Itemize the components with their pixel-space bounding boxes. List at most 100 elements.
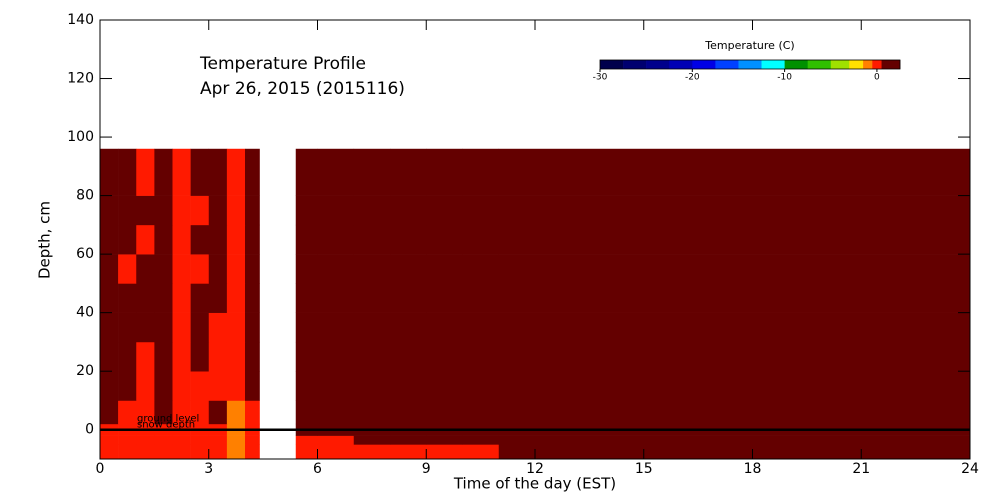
heatmap-cell: [190, 435, 210, 445]
heatmap-cell: [353, 283, 391, 313]
heatmap-cell: [317, 312, 355, 343]
heatmap-cell: [426, 148, 463, 196]
colorbar-tick-label: -10: [777, 73, 792, 83]
y-tick-label: 40: [76, 305, 94, 321]
heatmap-cell: [226, 435, 246, 445]
heatmap-cell: [208, 444, 228, 460]
heatmap-cell: [172, 400, 191, 425]
heatmap-cell: [426, 341, 463, 372]
heatmap-cell: [462, 444, 500, 460]
heatmap-cell: [462, 195, 500, 226]
y-tick-label: 80: [76, 188, 94, 204]
heatmap-cell: [353, 148, 391, 196]
heatmap-cell: [136, 195, 155, 226]
heatmap-cell: [295, 312, 318, 343]
heatmap-cell: [245, 195, 260, 226]
heatmap-cell: [172, 444, 191, 460]
heatmap-cell: [295, 435, 318, 445]
colorbar-swatch: [738, 60, 762, 69]
heatmap-cell: [190, 312, 210, 343]
chart-title: Temperature Profile: [199, 54, 366, 74]
heatmap-cell: [498, 195, 971, 226]
colorbar-swatch: [623, 60, 647, 69]
heatmap-cell: [136, 400, 155, 425]
heatmap-cell: [118, 444, 137, 460]
x-tick-label: 18: [744, 461, 762, 477]
heatmap-cell: [190, 148, 210, 196]
heatmap-cell: [462, 148, 500, 196]
heatmap-cell: [226, 371, 246, 401]
colorbar-swatch: [715, 60, 739, 69]
heatmap-cell: [154, 312, 173, 343]
colorbar-swatch: [761, 60, 785, 69]
chart-subtitle: Apr 26, 2015 (2015116): [200, 79, 405, 99]
colorbar-tick-label: 0: [874, 73, 880, 83]
heatmap-cell: [208, 435, 228, 445]
heatmap-cell: [353, 341, 391, 372]
heatmap-cell: [353, 312, 391, 343]
heatmap-cell: [390, 195, 427, 226]
heatmap-cell: [190, 341, 210, 372]
heatmap-cell: [154, 283, 173, 313]
heatmap-cell: [172, 435, 191, 445]
heatmap-cell: [154, 195, 173, 226]
colorbar-swatch: [807, 60, 832, 69]
heatmap-cell: [390, 312, 427, 343]
heatmap-cell: [390, 400, 427, 425]
heatmap-cell: [118, 148, 137, 196]
heatmap-cell: [353, 444, 391, 460]
heatmap-cell: [226, 400, 246, 425]
heatmap-cell: [136, 254, 155, 284]
heatmap-cell: [245, 312, 260, 343]
heatmap-cell: [190, 224, 210, 255]
heatmap-cell: [226, 254, 246, 284]
y-tick-label: 120: [67, 71, 94, 87]
heatmap-cell: [353, 400, 391, 425]
heatmap-cell: [498, 224, 971, 255]
heatmap-cell: [154, 224, 173, 255]
colorbar-swatch: [646, 60, 670, 69]
heatmap-cell: [190, 371, 210, 401]
heatmap-cell: [100, 435, 119, 445]
heatmap-cell: [390, 444, 427, 460]
heatmap-cell: [100, 371, 119, 401]
heatmap-cell: [226, 312, 246, 343]
heatmap-cell: [498, 400, 971, 425]
colorbar-swatch: [863, 60, 873, 69]
x-tick-label: 3: [204, 461, 213, 477]
heatmap-cell: [172, 224, 191, 255]
heatmap-cell: [462, 312, 500, 343]
heatmap-cell: [172, 148, 191, 196]
heatmap-cell: [295, 148, 318, 196]
heatmap-cell: [295, 254, 318, 284]
heatmap-cell: [118, 400, 137, 425]
heatmap-cell: [462, 283, 500, 313]
heatmap-cell: [208, 283, 228, 313]
x-axis-label: Time of the day (EST): [453, 475, 616, 493]
colorbar-swatch: [881, 60, 901, 69]
x-tick-label: 24: [961, 461, 979, 477]
heatmap-cell: [136, 312, 155, 343]
heatmap-cell: [317, 254, 355, 284]
heatmap-cell: [172, 371, 191, 401]
heatmap-cell: [462, 435, 500, 445]
y-tick-label: 20: [76, 363, 94, 379]
heatmap-cell: [172, 195, 191, 226]
heatmap-cell: [426, 371, 463, 401]
heatmap-cell: [426, 435, 463, 445]
heatmap-cell: [208, 312, 228, 343]
x-tick-label: 0: [96, 461, 105, 477]
heatmap-cell: [172, 341, 191, 372]
heatmap-cell: [245, 341, 260, 372]
heatmap-cell: [295, 371, 318, 401]
heatmap-cell: [154, 148, 173, 196]
x-tick-label: 12: [526, 461, 544, 477]
heatmap-cell: [498, 254, 971, 284]
heatmap-cell: [426, 312, 463, 343]
heatmap-cell: [100, 400, 119, 425]
heatmap-cell: [172, 312, 191, 343]
heatmap-cell: [317, 435, 355, 445]
y-tick-label: 0: [85, 422, 94, 438]
x-tick-label: 9: [422, 461, 431, 477]
heatmap-cell: [390, 435, 427, 445]
